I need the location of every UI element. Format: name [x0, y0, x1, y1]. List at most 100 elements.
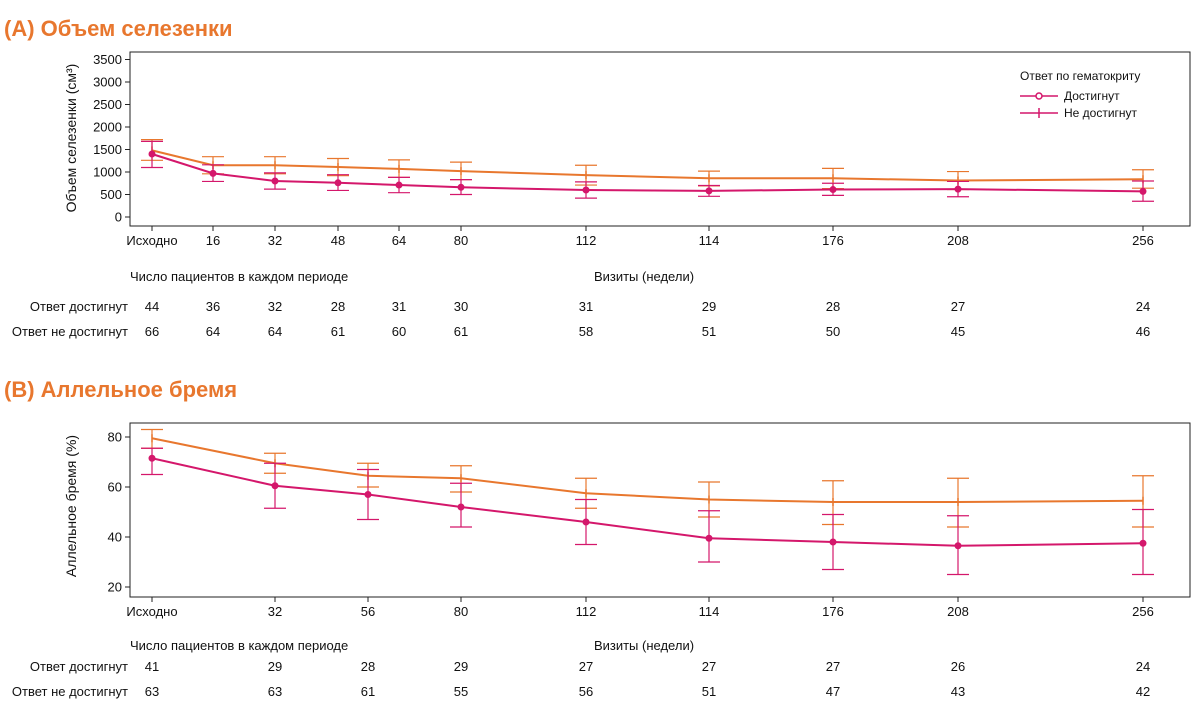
at-risk-count: 60: [392, 324, 406, 339]
at-risk-count: 55: [454, 684, 468, 699]
plot-frame-b: [129, 422, 1191, 598]
data-point-achieved: [271, 482, 279, 490]
data-point-achieved: [457, 183, 465, 191]
at-risk-count: 36: [206, 299, 220, 314]
at-risk-count: 28: [331, 299, 345, 314]
at-risk-count: 24: [1136, 659, 1150, 674]
at-risk-count: 50: [826, 324, 840, 339]
at-risk-count: 56: [579, 684, 593, 699]
legend-label-not-achieved: Не достигнут: [1064, 106, 1138, 120]
x-tick-label: 114: [699, 604, 720, 619]
at-risk-count: 63: [268, 684, 282, 699]
data-point-achieved: [457, 503, 465, 511]
at-risk-count: 30: [454, 299, 468, 314]
x-tick-label: 32: [268, 604, 282, 619]
x-tick-label: 176: [822, 233, 844, 248]
at-risk-count: 27: [951, 299, 965, 314]
data-point-achieved: [209, 169, 217, 177]
x-tick-label: 80: [454, 233, 468, 248]
at-risk-count: 51: [702, 684, 716, 699]
at-risk-count: 28: [826, 299, 840, 314]
at-risk-count: 27: [826, 659, 840, 674]
x-tick-label: 256: [1132, 233, 1154, 248]
at-risk-count: 64: [206, 324, 220, 339]
series-line-achieved: [151, 153, 1144, 193]
at-risk-count: 61: [361, 684, 375, 699]
data-point-achieved: [954, 542, 962, 550]
at-risk-count: 31: [392, 299, 406, 314]
x-tick-label: 32: [268, 233, 282, 248]
panel-b-title: (B) Аллельное бремя: [4, 377, 238, 402]
series-line-not-achieved: [151, 149, 1144, 182]
x-tick-label: 16: [206, 233, 220, 248]
data-point-achieved: [705, 534, 713, 542]
y-tick-label: 60: [108, 480, 122, 495]
data-point-achieved: [954, 185, 962, 193]
plot-frame-a: [129, 51, 1191, 227]
data-point-achieved: [1139, 539, 1147, 547]
at-risk-count: 31: [579, 299, 593, 314]
at-risk-count: 47: [826, 684, 840, 699]
data-point-achieved: [334, 179, 342, 187]
y-tick-label: 3000: [93, 75, 122, 90]
x-tick-label: 114: [699, 233, 720, 248]
at-risk-count: 43: [951, 684, 965, 699]
data-point-achieved: [582, 518, 590, 526]
data-point-achieved: [271, 177, 279, 185]
x-axis-label: Визиты (недели): [594, 638, 694, 653]
x-tick-label: 208: [947, 604, 969, 619]
data-point-achieved: [148, 454, 156, 462]
data-point-achieved: [582, 186, 590, 194]
data-point-achieved: [829, 538, 837, 546]
at-risk-count: 28: [361, 659, 375, 674]
data-point-achieved: [364, 491, 372, 498]
at-risk-count: 64: [268, 324, 282, 339]
at-risk-row-label: Ответ не достигнут: [12, 684, 128, 699]
y-tick-label: 0: [115, 210, 122, 225]
at-risk-count: 66: [145, 324, 159, 339]
at-risk-count: 61: [454, 324, 468, 339]
at-risk-count: 46: [1136, 324, 1150, 339]
at-risk-header: Число пациентов в каждом периоде: [130, 638, 348, 653]
x-tick-label: 56: [361, 604, 375, 619]
at-risk-row-label: Ответ достигнут: [30, 299, 128, 314]
at-risk-header: Число пациентов в каждом периоде: [130, 269, 348, 284]
at-risk-count: 41: [145, 659, 159, 674]
at-risk-count: 44: [145, 299, 159, 314]
at-risk-count: 42: [1136, 684, 1150, 699]
y-tick-label: 20: [108, 580, 122, 595]
legend-marker-achieved: [1035, 92, 1043, 100]
x-tick-label: 48: [331, 233, 345, 248]
y-tick-label: 40: [108, 530, 122, 545]
y-tick-label: 500: [100, 187, 122, 202]
at-risk-count: 32: [268, 299, 282, 314]
x-tick-label: 112: [576, 604, 597, 619]
at-risk-count: 51: [702, 324, 716, 339]
at-risk-count: 29: [454, 659, 468, 674]
x-tick-label: 256: [1132, 604, 1154, 619]
x-tick-label: 64: [392, 233, 406, 248]
panel-a-title: (A) Объем селезенки: [4, 16, 233, 41]
data-point-achieved: [829, 186, 837, 194]
y-tick-label: 1500: [93, 142, 122, 157]
x-tick-label: Исходно: [126, 233, 177, 248]
at-risk-count: 58: [579, 324, 593, 339]
legend-title: Ответ по гематокриту: [1020, 69, 1140, 83]
at-risk-row-label: Ответ достигнут: [30, 659, 128, 674]
data-point-achieved: [148, 150, 156, 158]
x-tick-label: 208: [947, 233, 969, 248]
x-tick-label: 176: [822, 604, 844, 619]
data-point-achieved: [1139, 187, 1147, 195]
series-line-not-achieved: [151, 437, 1144, 503]
at-risk-count: 63: [145, 684, 159, 699]
y-tick-label: 1000: [93, 165, 122, 180]
x-tick-label: 80: [454, 604, 468, 619]
at-risk-count: 29: [268, 659, 282, 674]
at-risk-row-label: Ответ не достигнут: [12, 324, 128, 339]
legend-label-achieved: Достигнут: [1064, 89, 1120, 103]
at-risk-count: 45: [951, 324, 965, 339]
at-risk-count: 24: [1136, 299, 1150, 314]
y-axis-label: Объем селезенки (см³): [63, 64, 79, 213]
at-risk-count: 29: [702, 299, 716, 314]
